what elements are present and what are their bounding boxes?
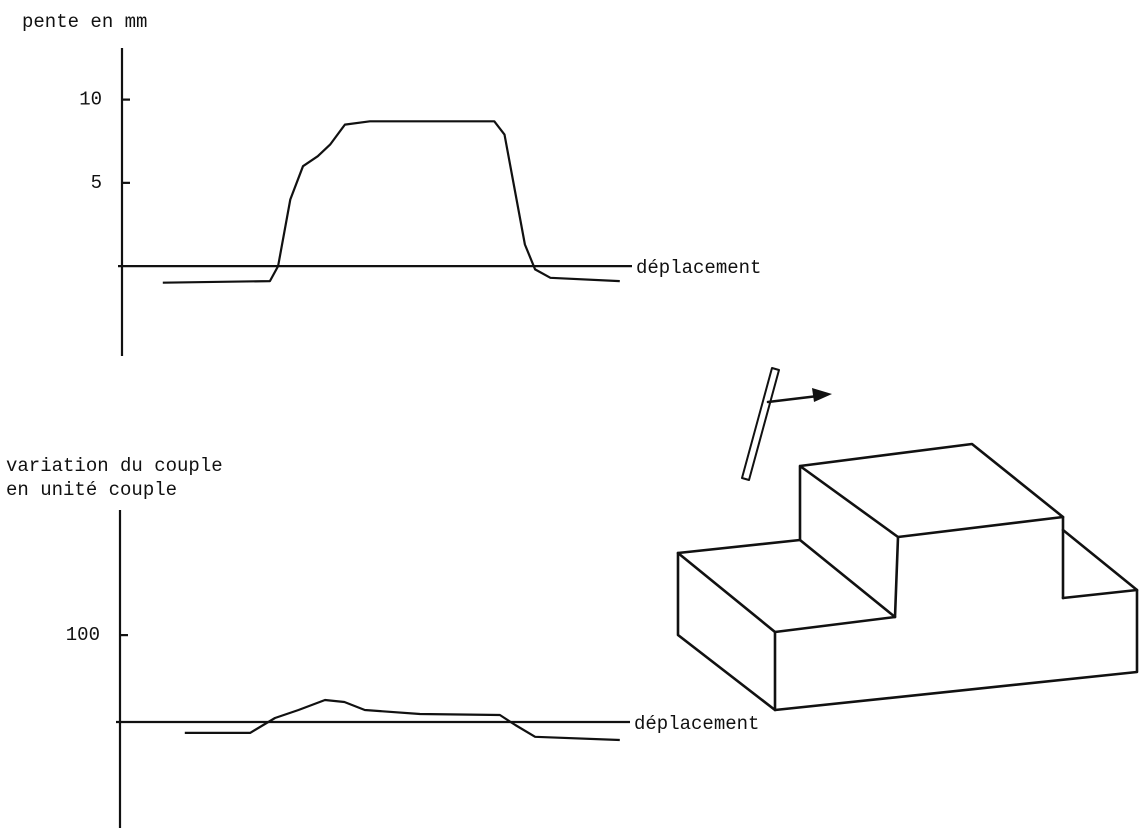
- left-face: [676, 551, 777, 712]
- right-step: [1061, 588, 1139, 600]
- x-axis-label: déplacement: [636, 257, 761, 279]
- riser: [893, 535, 900, 619]
- data-line: [184, 698, 620, 742]
- block-diagram: [676, 367, 1139, 712]
- front-face: [773, 528, 1139, 712]
- y-tick-label: 10: [79, 89, 102, 111]
- data-line: [162, 120, 620, 284]
- arrow-shaft: [766, 394, 820, 404]
- stylus: [741, 367, 780, 481]
- upper-top: [798, 442, 1065, 542]
- x-axis-label: déplacement: [634, 713, 759, 735]
- y-axis-label: en unité couple: [6, 479, 177, 501]
- y-axis-label: variation du couple: [6, 455, 223, 477]
- y-tick-label: 5: [91, 172, 102, 194]
- arrow-head: [812, 388, 832, 402]
- y-axis-label: pente en mm: [22, 11, 147, 33]
- lower-top: [676, 538, 897, 634]
- y-tick-label: 100: [66, 624, 100, 646]
